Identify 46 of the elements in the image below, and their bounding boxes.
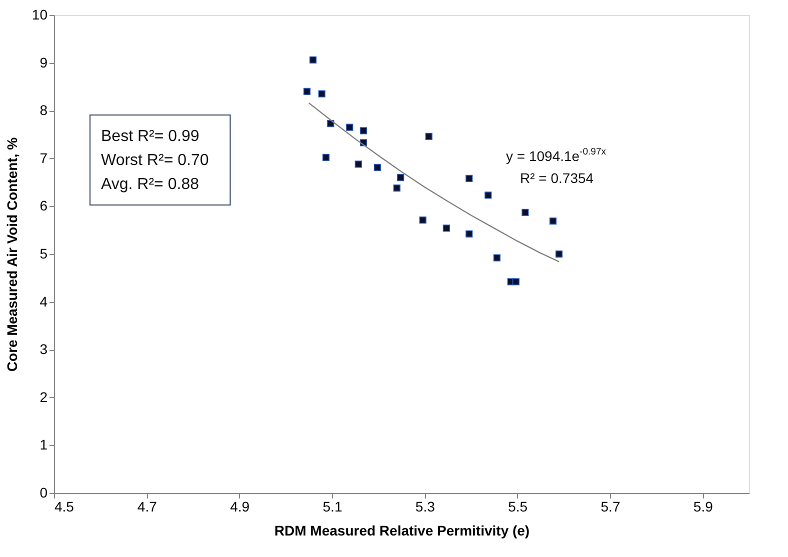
y-tick-label: 9 — [40, 54, 48, 70]
point — [322, 154, 330, 162]
y-tick-label: 2 — [40, 388, 48, 405]
x-axis-title: RDM Measured Relative Permitivity (e) — [274, 522, 530, 538]
y-tick-label: 10 — [32, 6, 48, 22]
annotation: R² = 0.7354 — [520, 170, 594, 186]
point — [555, 250, 563, 258]
point — [318, 90, 326, 98]
y-tick-label: 8 — [40, 102, 48, 118]
point — [442, 224, 450, 232]
point — [393, 184, 400, 192]
point — [549, 217, 557, 225]
x-tick-label: 4.7 — [137, 498, 158, 514]
y-tick-label: 1 — [40, 436, 48, 453]
x-tick-label: 5.5 — [508, 498, 528, 514]
x-tick-label: 5.7 — [600, 498, 620, 514]
x-tick-label: 4.5 — [54, 498, 74, 514]
point — [522, 208, 529, 216]
point — [360, 127, 368, 134]
y-tick-label: 6 — [40, 198, 48, 214]
y-tick-label: 5 — [40, 246, 48, 262]
y-tick-label: 3 — [40, 341, 48, 358]
x-tick-label: 5.3 — [415, 498, 436, 514]
x-tick-label: 4.9 — [230, 498, 250, 514]
annotation: Avg. R²= 0.88 — [101, 176, 200, 193]
point — [419, 216, 426, 224]
y-tick-label: 7 — [40, 150, 48, 166]
y-axis-title: Core Measured Air Void Content, % — [4, 136, 20, 372]
point — [303, 88, 311, 96]
y-tick-label: 0 — [40, 484, 48, 500]
point — [346, 124, 354, 131]
point — [466, 174, 473, 182]
point — [309, 56, 317, 64]
point — [484, 192, 492, 199]
point — [493, 254, 501, 262]
x-tick-label: 5.1 — [322, 498, 342, 514]
point — [374, 164, 381, 172]
x-tick-label: 5.9 — [693, 498, 714, 514]
point — [354, 160, 362, 168]
point — [466, 230, 473, 238]
point — [397, 174, 404, 182]
annotation: Best R²= 0.99 — [101, 128, 200, 145]
annotation: Worst R²= 0.70 — [101, 152, 209, 169]
y-tick-label: 4 — [40, 293, 48, 310]
point — [425, 132, 432, 140]
point — [512, 278, 520, 286]
